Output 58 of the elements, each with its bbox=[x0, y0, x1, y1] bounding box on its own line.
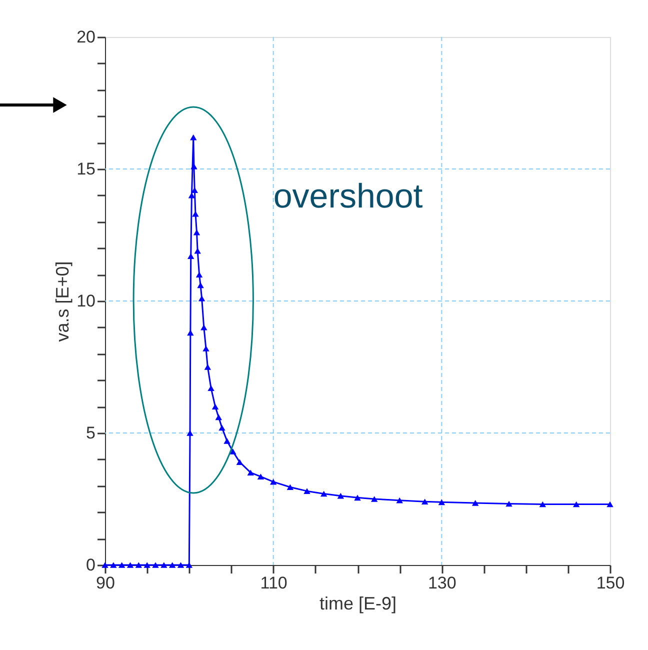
point bbox=[190, 134, 197, 140]
annotation: overshoot bbox=[273, 177, 424, 216]
point bbox=[572, 501, 580, 508]
point bbox=[286, 484, 294, 490]
point bbox=[204, 364, 212, 370]
point bbox=[193, 229, 200, 236]
point bbox=[118, 562, 126, 568]
point bbox=[257, 474, 264, 480]
point bbox=[102, 562, 108, 568]
point bbox=[337, 492, 344, 499]
point bbox=[320, 490, 328, 497]
point bbox=[186, 562, 193, 568]
point bbox=[270, 478, 277, 485]
point bbox=[354, 494, 361, 501]
y-tick-label: 5 bbox=[86, 424, 96, 442]
point bbox=[144, 562, 150, 568]
point bbox=[187, 330, 194, 336]
y-tick-label: 0 bbox=[86, 556, 96, 574]
point bbox=[187, 253, 194, 260]
point bbox=[224, 438, 230, 444]
point bbox=[212, 404, 219, 410]
point bbox=[421, 498, 428, 505]
y-tick-label: 20 bbox=[76, 28, 96, 46]
point bbox=[506, 500, 512, 507]
point bbox=[202, 346, 210, 352]
point bbox=[186, 430, 194, 436]
point bbox=[396, 497, 403, 504]
point bbox=[208, 385, 214, 392]
point bbox=[218, 424, 226, 431]
point bbox=[198, 295, 206, 302]
point bbox=[194, 248, 201, 254]
x-tick-label: 110 bbox=[260, 574, 288, 592]
point bbox=[230, 448, 236, 454]
point bbox=[472, 500, 479, 506]
point bbox=[135, 562, 142, 568]
x-tick-label: 150 bbox=[596, 574, 625, 592]
y-tick-label: 10 bbox=[76, 292, 96, 310]
x-tick-label: 130 bbox=[428, 574, 456, 592]
point bbox=[370, 496, 378, 502]
x-tick-label: 90 bbox=[96, 574, 115, 592]
point bbox=[110, 562, 117, 568]
point bbox=[438, 499, 446, 506]
x-axis-title: time [E-9] bbox=[319, 594, 397, 614]
point bbox=[197, 282, 204, 288]
point bbox=[236, 459, 244, 465]
point bbox=[196, 272, 203, 278]
point bbox=[606, 501, 614, 508]
y-tick-label: 15 bbox=[76, 160, 96, 178]
point bbox=[152, 562, 159, 568]
point bbox=[304, 488, 310, 494]
point bbox=[247, 470, 254, 476]
point bbox=[539, 501, 546, 508]
point bbox=[160, 562, 168, 568]
point bbox=[168, 562, 176, 568]
point bbox=[177, 562, 184, 568]
y-axis-title: va.s [E+0] bbox=[52, 261, 73, 342]
point bbox=[126, 562, 134, 568]
point bbox=[215, 414, 222, 420]
